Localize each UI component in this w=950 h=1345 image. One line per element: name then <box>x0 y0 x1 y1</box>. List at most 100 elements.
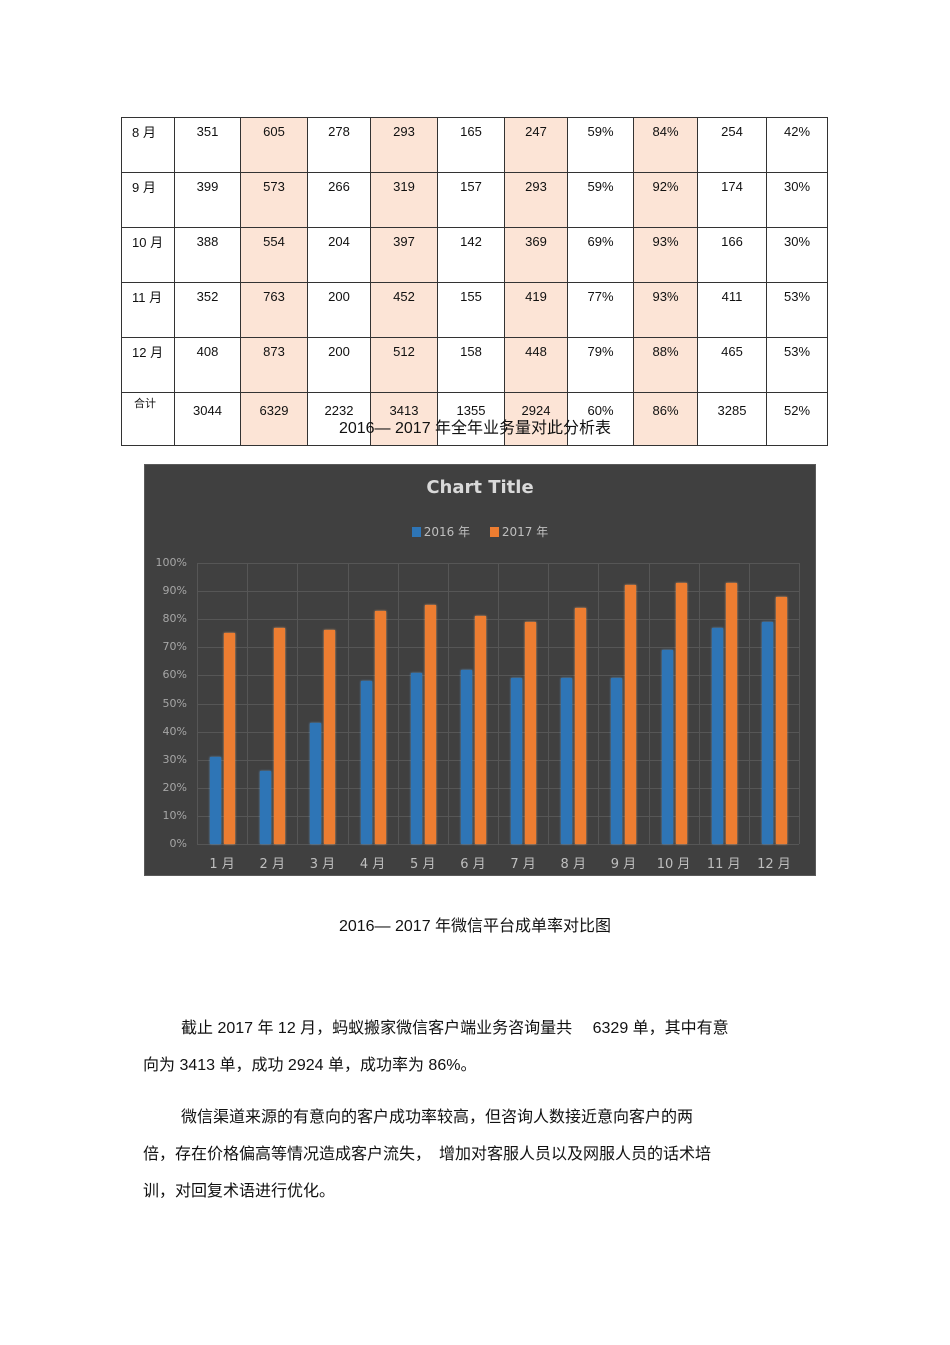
table-cell: 397 <box>370 227 438 283</box>
table-cell: 92% <box>633 172 698 228</box>
y-tick-label: 10% <box>162 808 187 822</box>
table-cell: 278 <box>307 117 371 173</box>
table-cell: 30% <box>766 172 828 228</box>
month-cell: 8 月 <box>121 117 175 173</box>
legend-swatch-icon <box>411 526 421 537</box>
table-cell: 200 <box>307 282 371 338</box>
gridline <box>347 563 349 844</box>
bar-2017 <box>474 616 486 844</box>
table-cell: 200 <box>307 337 371 393</box>
bar-2016 <box>611 678 623 844</box>
table-cell: 266 <box>307 172 371 228</box>
table-cell: 512 <box>370 337 438 393</box>
bar-2016 <box>210 756 222 844</box>
table-cell: 411 <box>697 282 767 338</box>
table-cell: 166 <box>697 227 767 283</box>
gridline <box>498 563 499 844</box>
table-cell: 84% <box>633 117 698 173</box>
table-cell: 465 <box>697 337 767 393</box>
gridline <box>598 563 600 844</box>
x-tick-label: 5 月 <box>410 857 436 872</box>
table-cell: 53% <box>766 282 828 338</box>
table-cell: 155 <box>437 282 505 338</box>
gridline <box>297 563 299 844</box>
bar-2017 <box>625 585 637 844</box>
month-cell: 合计 <box>121 392 175 446</box>
table-cell: 3285 <box>697 392 767 446</box>
table-cell: 388 <box>174 227 241 283</box>
table-cell: 174 <box>697 172 767 228</box>
x-tick-label: 1 月 <box>209 857 235 872</box>
table-cell: 59% <box>567 172 634 228</box>
gridline <box>447 563 449 844</box>
gridline <box>748 563 750 844</box>
x-tick-label: 2 月 <box>259 857 285 872</box>
bar-2016 <box>460 669 472 844</box>
table-cell: 352 <box>174 282 241 338</box>
table-cell: 351 <box>174 117 241 173</box>
bar-2017 <box>224 633 236 844</box>
chart-title: Chart Title <box>426 477 534 498</box>
table-caption: 2016— 2017 年全年业务量对此分析表 <box>338 420 612 437</box>
y-tick-label: 20% <box>162 780 187 794</box>
bar-2016 <box>761 622 773 844</box>
month-cell: 11 月 <box>121 282 175 338</box>
bar-2017 <box>675 582 687 844</box>
table-cell: 88% <box>633 337 698 393</box>
table-cell: 1355 <box>437 392 505 446</box>
table-cell: 30% <box>766 227 828 283</box>
conversion-rate-chart: Chart Title 2016 年 2017 年 0% 10% 20% 30% 40%… <box>144 464 816 876</box>
table-cell: 204 <box>307 227 371 283</box>
table-cell: 6329 <box>240 392 308 446</box>
bar-2016 <box>360 681 372 844</box>
bar-2016 <box>511 678 523 844</box>
y-tick-label: 60% <box>162 668 187 682</box>
gridline <box>799 563 800 844</box>
x-tick-label: 10 月 <box>656 857 691 872</box>
table-row: 10 月 388 554 204 397 142 369 69% 93% 166 30% <box>121 227 828 283</box>
bar-2017 <box>374 610 386 844</box>
table-cell: 42% <box>766 117 828 173</box>
gridline <box>397 563 399 844</box>
table-cell: 142 <box>437 227 505 283</box>
month-cell: 12 月 <box>121 337 175 393</box>
table-cell: 69% <box>567 227 634 283</box>
table-cell: 369 <box>504 227 568 283</box>
table-cell: 763 <box>240 282 308 338</box>
gridline <box>197 563 198 844</box>
table-cell: 2232 <box>307 392 371 446</box>
bar-2017 <box>775 596 787 844</box>
y-tick-label: 40% <box>162 724 187 738</box>
table-cell: 60% <box>567 392 634 446</box>
analysis-paragraph: 微信渠道来源的有意向的客户成功率较高，但咨询人数接近意向客户的两 倍，存在价格偏… <box>143 1109 712 1200</box>
table-cell: 448 <box>504 337 568 393</box>
x-tick-label: 4 月 <box>359 857 386 872</box>
x-tick-label: 8 月 <box>560 857 586 872</box>
table-cell: 53% <box>766 337 828 393</box>
bar-2017 <box>575 607 587 844</box>
month-cell: 9 月 <box>121 172 175 228</box>
table-cell: 554 <box>240 227 308 283</box>
bar-2017 <box>525 622 537 844</box>
y-tick-label: 90% <box>162 584 187 598</box>
bar-2016 <box>661 650 673 844</box>
table-cell: 86% <box>633 392 698 446</box>
table-cell: 157 <box>437 172 505 228</box>
y-tick-label: 0% <box>169 837 187 850</box>
table-cell: 2924 <box>504 392 568 446</box>
gridline <box>698 563 700 844</box>
table-cell: 247 <box>504 117 568 173</box>
table-row: 11 月 352 763 200 452 155 419 77% 93% 411 53% <box>121 282 828 338</box>
table-cell: 399 <box>174 172 241 228</box>
table-cell: 3044 <box>174 392 241 446</box>
y-tick-label: 100% <box>155 556 187 569</box>
table-cell: 408 <box>174 337 241 393</box>
table-cell: 52% <box>766 392 828 446</box>
bar-2016 <box>260 770 272 844</box>
summary-paragraph: 截止 2017 年 12 月，蚂蚁搬家微信客户端业务咨询量共 6329 单，其中… <box>143 1020 729 1074</box>
chart-caption: 2016— 2017 年微信平台成单率对比图 <box>338 918 612 935</box>
business-volume-table: 8 月 351 605 278 293 165 247 59% 84% 254 42% 9 月 399 5… <box>121 117 828 446</box>
gridline <box>197 844 799 845</box>
table-cell: 319 <box>370 172 438 228</box>
table-cell: 293 <box>504 172 568 228</box>
